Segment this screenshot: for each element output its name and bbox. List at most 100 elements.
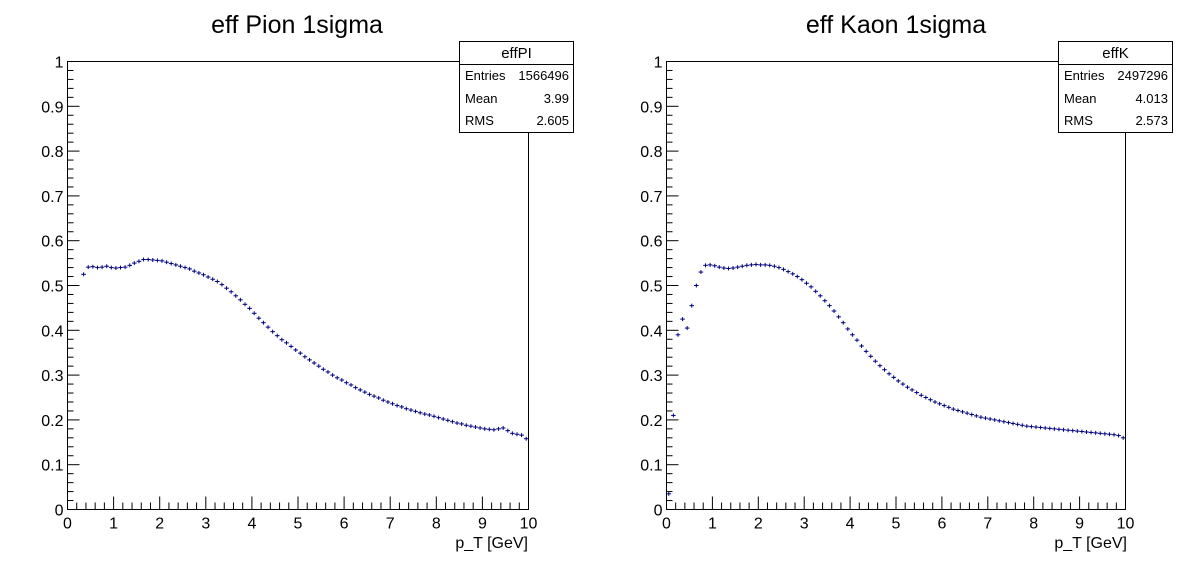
y-tick-label-kaon: 0.7 [640,189,662,206]
x-tick-label-pion: 10 [520,516,538,533]
data-point-pion [118,265,123,270]
data-point-kaon [799,277,805,282]
data-point-kaon [772,264,777,269]
chart-title-kaon: eff Kaon 1sigma [806,11,986,39]
data-point-kaon [716,265,722,270]
stats-mean-value-pion: 3.99 [544,91,569,106]
data-point-pion [173,262,179,267]
x-tick-label-kaon: 2 [754,516,763,533]
stats-box-pion: effPI Entries 1566496 Mean 3.99 RMS 2.60… [459,41,574,133]
data-point-kaon [983,416,988,421]
data-point-pion [196,270,202,275]
data-point-pion [376,395,381,400]
data-point-pion [150,257,156,262]
data-point-kaon [721,266,727,271]
x-tick-label-kaon: 0 [662,516,671,533]
data-point-kaon [762,262,768,267]
data-point-pion [487,427,492,432]
data-point-kaon [689,303,695,308]
y-tick-label-kaon: 0.2 [640,413,662,430]
data-point-pion [113,266,119,271]
data-point-kaon [1024,424,1030,429]
data-point-kaon [790,271,796,276]
stats-mean-label-kaon: Mean [1064,91,1097,106]
data-point-pion [274,333,280,338]
data-point-pion [348,382,354,387]
data-point-kaon [914,390,919,395]
data-point-kaon [781,267,786,272]
data-point-pion [288,344,294,349]
data-point-pion [242,302,248,307]
data-point-kaon [923,395,929,400]
stats-box-kaon: effK Entries 2497296 Mean 4.013 RMS 2.57… [1058,41,1173,133]
data-point-pion [136,259,142,264]
data-point-pion [302,354,308,359]
data-point-kaon [822,298,828,303]
y-tick-label-kaon: 0.1 [640,458,662,475]
data-point-kaon [808,284,814,289]
data-point-pion [357,387,363,392]
data-point-kaon [905,385,910,390]
data-point-pion [422,412,428,417]
data-point-kaon [1093,430,1098,435]
stats-name-pion: effPI [501,45,532,62]
x-tick-label-kaon: 5 [892,516,901,533]
data-point-pion [99,265,105,270]
data-point-pion [325,369,331,374]
data-point-pion [463,423,469,428]
data-point-kaon [996,418,1002,423]
data-point-kaon [850,332,855,337]
data-point-kaon [992,417,997,422]
data-point-pion [219,282,225,287]
stats-entries-label-kaon: Entries [1064,68,1105,83]
stats-rms-value-pion: 2.605 [536,113,569,128]
data-point-kaon [1075,429,1080,434]
y-tick-label-kaon: 0 [654,503,663,520]
data-point-pion [90,264,96,269]
data-point-pion [159,258,165,263]
data-point-kaon [1088,430,1094,435]
data-point-pion [132,261,137,266]
data-point-kaon [1070,428,1076,433]
data-point-kaon [836,314,841,319]
data-point-pion [261,320,266,325]
data-point-pion [339,378,345,383]
data-point-pion [440,417,446,422]
data-point-pion [215,279,220,284]
data-point-pion [178,264,183,269]
y-axis-kaon: 0 0.1 0.2 0.3 0.4 0.5 0.6 0.7 0.8 0.9 1 [640,55,679,520]
data-point-kaon [964,411,970,416]
data-point-kaon [960,409,965,414]
y-tick-label-pion: 0.2 [41,413,63,430]
data-point-pion [238,297,243,302]
data-point-pion [307,357,312,362]
data-point-kaon [753,262,759,267]
data-point-pion [251,311,257,316]
data-point-kaon [987,417,993,422]
data-point-pion [224,286,229,291]
data-point-kaon [804,281,809,286]
data-point-pion [228,289,234,294]
stats-entries-value-pion: 1566496 [518,68,569,83]
data-point-kaon [1010,421,1016,426]
y-tick-label-kaon: 0.5 [640,279,662,296]
data-point-kaon [937,401,942,406]
data-point-pion [413,409,418,414]
data-point-kaon [1052,426,1057,431]
data-point-pion [145,257,151,262]
data-point-kaon [882,367,887,372]
data-point-kaon [785,269,791,274]
stats-entries-label-pion: Entries [465,68,506,83]
x-axis-kaon: 0 1 2 3 4 5 6 7 8 9 10 [662,496,1135,533]
x-tick-label-kaon: 1 [708,516,717,533]
data-point-pion [330,373,335,378]
data-point-kaon [1102,431,1108,436]
data-point-pion [450,419,455,424]
data-point-pion [385,399,391,404]
data-point-pion [505,428,511,433]
data-point-pion [201,272,206,277]
y-tick-label-pion: 0.7 [41,189,63,206]
data-point-kaon [854,338,860,343]
